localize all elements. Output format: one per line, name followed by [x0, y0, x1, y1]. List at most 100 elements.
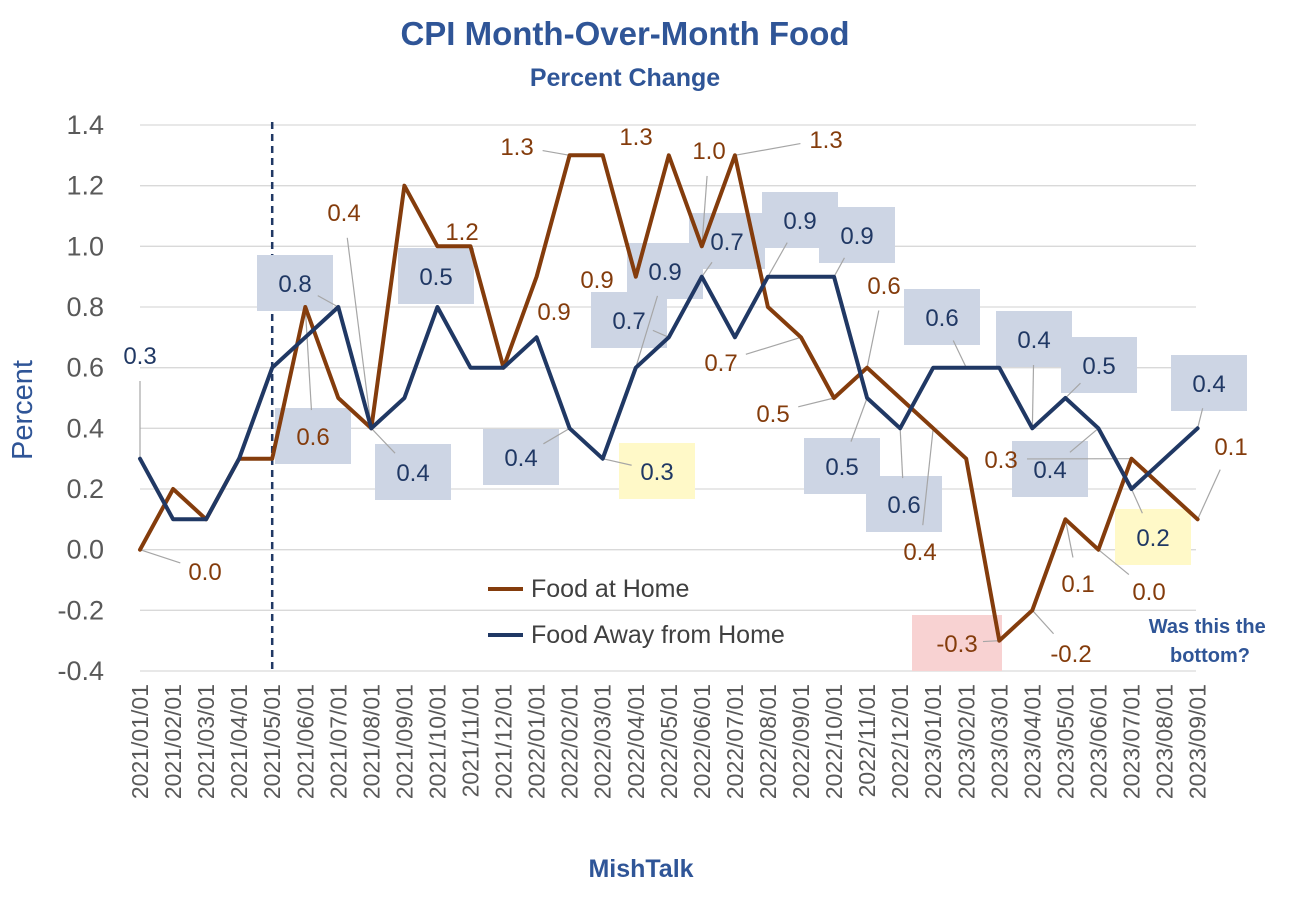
leader-line [652, 329, 670, 338]
leader-line [1197, 469, 1221, 520]
data-label: 0.9 [783, 208, 816, 235]
leader-line [304, 306, 313, 411]
x-tick-label: 2022/05/01 [656, 684, 682, 799]
data-label: 0.4 [903, 539, 936, 566]
x-tick-label: 2022/06/01 [689, 684, 715, 799]
data-label: -0.3 [936, 631, 977, 658]
y-tick-label: 1.4 [66, 110, 104, 140]
label-box [591, 292, 667, 348]
leader-line [1098, 549, 1130, 576]
x-axis-ticks: 2021/01/01 2021/02/01 2021/03/01 2021/04/01… [127, 684, 1211, 799]
leader-line [543, 427, 570, 445]
leader-line [370, 427, 396, 454]
label-box [819, 207, 895, 263]
label-box [1115, 509, 1191, 565]
leader-line [866, 310, 880, 368]
leader-line [767, 242, 788, 277]
x-tick-label: 2023/08/01 [1152, 684, 1178, 799]
x-tick-label: 2023/05/01 [1052, 684, 1078, 799]
data-label: 0.6 [296, 424, 329, 451]
legend-label-food-at-home: Food at Home [531, 575, 689, 603]
data-label: 0.4 [396, 460, 429, 487]
data-label: 0.4 [327, 200, 360, 227]
data-label: 0.3 [123, 343, 156, 370]
x-tick-label: 2023/07/01 [1119, 684, 1145, 799]
data-label: 0.0 [1132, 579, 1165, 606]
data-label: 0.6 [887, 492, 920, 519]
leader-line [542, 149, 570, 156]
label-box [375, 444, 451, 500]
data-label: 0.2 [1136, 525, 1169, 552]
y-tick-label: 0.6 [66, 353, 104, 383]
leader-line [922, 428, 934, 526]
y-tick-label: 0.0 [66, 535, 104, 565]
x-tick-label: 2021/02/01 [160, 684, 186, 799]
label-box [912, 615, 1002, 671]
leader-line [701, 175, 708, 247]
data-label: 0.0 [188, 559, 221, 586]
data-label: 0.4 [504, 445, 537, 472]
x-tick-label: 2021/05/01 [259, 684, 285, 799]
data-label: 0.9 [648, 259, 681, 286]
x-tick-label: 2021/04/01 [226, 684, 252, 799]
leader-line [833, 257, 845, 277]
leader-line [952, 340, 967, 368]
data-label: 0.4 [1017, 327, 1050, 354]
leader-line [798, 397, 835, 408]
data-label: 0.4 [1033, 457, 1066, 484]
data-label: 0.9 [537, 299, 570, 326]
leader-line [635, 295, 659, 368]
leader-line [734, 142, 801, 156]
x-tick-label: 2021/10/01 [424, 684, 450, 799]
x-tick-label: 2023/06/01 [1085, 684, 1111, 799]
label-leader-lines [139, 142, 1221, 643]
label-box [1171, 355, 1247, 411]
x-tick-label: 2021/09/01 [391, 684, 417, 799]
data-label: 1.3 [500, 134, 533, 161]
data-label: 0.1 [1214, 434, 1247, 461]
bottom-annotation: Was this the bottom? [1149, 616, 1272, 667]
label-highlight-boxes [257, 192, 1247, 671]
chart-title: CPI Month-Over-Month Food [400, 15, 849, 52]
x-tick-label: 2022/01/01 [524, 684, 550, 799]
x-tick-label: 2021/07/01 [325, 684, 351, 799]
data-label: 0.7 [612, 308, 645, 335]
data-label: 0.3 [984, 447, 1017, 474]
x-tick-label: 2022/11/01 [854, 684, 880, 797]
data-label: -0.2 [1050, 641, 1091, 668]
data-label: 1.3 [809, 127, 842, 154]
leader-line [745, 336, 802, 355]
data-label: 0.5 [419, 264, 452, 291]
x-tick-label: 2022/10/01 [821, 684, 847, 799]
x-tick-label: 2022/04/01 [623, 684, 649, 799]
data-label: 0.5 [825, 454, 858, 481]
x-tick-label: 2022/12/01 [887, 684, 913, 799]
x-tick-label: 2022/03/01 [590, 684, 616, 799]
x-tick-label: 2023/01/01 [920, 684, 946, 799]
leader-line [701, 261, 713, 278]
leader-line [602, 458, 632, 466]
x-tick-label: 2021/12/01 [491, 684, 517, 799]
x-tick-label: 2023/03/01 [986, 684, 1012, 799]
x-axis-label: MishTalk [588, 855, 693, 883]
data-label: 0.4 [1192, 371, 1225, 398]
data-label: 0.3 [640, 459, 673, 486]
y-tick-label: -0.4 [57, 656, 104, 686]
leader-line [1064, 382, 1081, 399]
y-tick-label: -0.2 [57, 595, 104, 625]
x-tick-label: 2021/08/01 [358, 684, 384, 799]
leader-line [982, 640, 1000, 643]
leader-line [1197, 408, 1204, 429]
leader-line [1069, 427, 1099, 453]
leader-line [1031, 364, 1035, 429]
legend-label-food-away: Food Away from Home [531, 621, 785, 649]
label-box [619, 443, 695, 499]
data-label: 0.6 [925, 305, 958, 332]
y-tick-label: 0.4 [66, 413, 104, 443]
label-box [904, 289, 980, 345]
data-label: 0.1 [1061, 571, 1094, 598]
legend: Food at Home Food Away from Home [488, 575, 785, 649]
leader-line [1031, 609, 1054, 635]
y-tick-label: 1.0 [66, 231, 104, 261]
